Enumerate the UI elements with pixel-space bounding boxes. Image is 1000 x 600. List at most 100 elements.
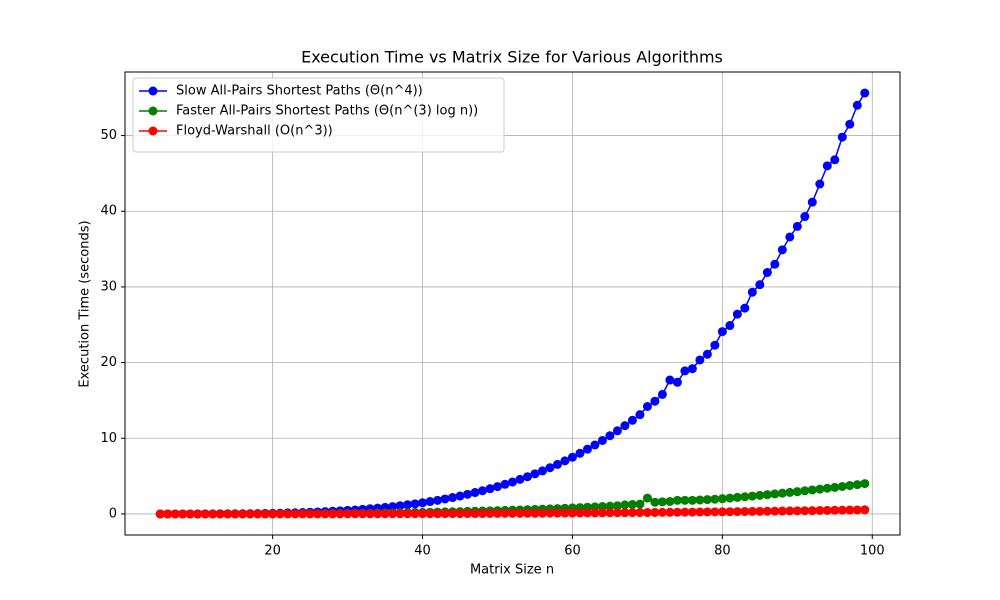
marker (155, 509, 165, 519)
marker (755, 490, 765, 500)
marker (575, 448, 585, 458)
marker (425, 509, 435, 519)
marker (552, 508, 562, 518)
marker (860, 88, 870, 98)
marker (770, 489, 780, 499)
marker (800, 486, 810, 496)
marker (815, 179, 825, 189)
marker (732, 492, 742, 502)
marker (230, 509, 240, 519)
marker (575, 508, 585, 518)
y-tick-label: 30 (100, 279, 117, 294)
marker (612, 508, 622, 518)
marker (702, 495, 712, 505)
marker (702, 507, 712, 517)
marker (463, 489, 473, 499)
line (160, 92, 866, 515)
series (155, 88, 870, 519)
marker (388, 509, 398, 519)
y-tick-label: 0 (109, 506, 117, 521)
marker (395, 509, 405, 519)
marker (373, 509, 383, 519)
marker (597, 508, 607, 518)
marker (710, 340, 720, 350)
marker (597, 435, 607, 445)
legend-marker (148, 86, 158, 96)
marker (777, 245, 787, 255)
marker (305, 509, 315, 519)
marker (493, 508, 503, 518)
marker (830, 155, 840, 165)
marker (702, 349, 712, 359)
legend-marker (148, 126, 158, 136)
marker (433, 509, 443, 519)
marker (328, 509, 338, 519)
marker (530, 469, 540, 479)
marker (170, 509, 180, 519)
marker (657, 507, 667, 517)
marker (807, 506, 817, 516)
marker (620, 421, 630, 431)
y-tick-label: 50 (100, 128, 117, 143)
marker (785, 232, 795, 242)
marker (268, 509, 278, 519)
marker (762, 506, 772, 516)
marker (418, 498, 428, 508)
marker (485, 484, 495, 494)
marker (522, 508, 532, 518)
marker (792, 506, 802, 516)
marker (418, 509, 428, 519)
marker (582, 508, 592, 518)
marker (687, 507, 697, 517)
marker (815, 505, 825, 515)
marker (320, 509, 330, 519)
marker (710, 507, 720, 517)
marker (672, 377, 682, 387)
marker (732, 507, 742, 517)
marker (185, 509, 195, 519)
x-tick-label: 20 (264, 544, 281, 559)
marker (747, 491, 757, 501)
marker (455, 491, 465, 501)
marker (717, 494, 727, 504)
marker (560, 456, 570, 466)
marker (470, 509, 480, 519)
marker (852, 505, 862, 515)
marker (837, 132, 847, 142)
marker (537, 508, 547, 518)
marker (845, 481, 855, 491)
x-axis-label: Matrix Size n (470, 563, 554, 578)
y-tick-label: 10 (100, 431, 117, 446)
marker (245, 509, 255, 519)
marker (478, 486, 488, 496)
marker (605, 431, 615, 441)
marker (380, 509, 390, 519)
marker (657, 497, 667, 507)
legend-label: Faster All-Pairs Shortest Paths (Θ(n^(3)… (176, 104, 478, 119)
marker (642, 401, 652, 411)
marker (755, 280, 765, 290)
marker (260, 509, 270, 519)
marker (612, 426, 622, 436)
marker (463, 509, 473, 519)
marker (545, 463, 555, 473)
marker (493, 482, 503, 492)
marker (650, 507, 660, 517)
marker (560, 508, 570, 518)
marker (163, 509, 173, 519)
marker (837, 481, 847, 491)
marker (822, 505, 832, 515)
marker (508, 477, 517, 487)
marker (508, 508, 517, 518)
marker (740, 492, 750, 502)
marker (755, 506, 765, 516)
marker (590, 440, 600, 450)
marker (178, 509, 188, 519)
marker (777, 506, 787, 516)
marker (515, 508, 525, 518)
marker (800, 506, 810, 516)
marker (200, 509, 210, 519)
marker (567, 452, 577, 462)
marker (747, 287, 757, 297)
marker (770, 259, 780, 269)
